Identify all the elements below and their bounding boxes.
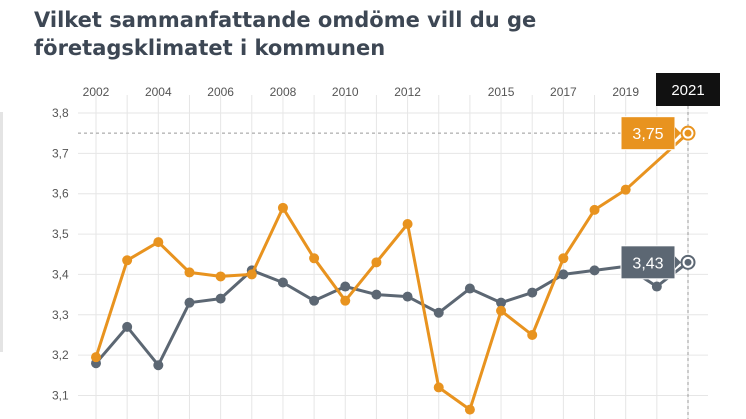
data-point (215, 293, 226, 304)
data-point (277, 202, 288, 213)
y-axis-ticks: 3,1 3,2 3,3 3,4 3,5 3,6 3,7 3,8 (52, 106, 69, 403)
data-point (215, 271, 226, 282)
x-tick-label: 2008 (270, 85, 297, 99)
data-point (371, 257, 382, 268)
data-point (433, 307, 444, 318)
data-point (558, 269, 569, 280)
chart-title: Vilket sammanfattande omdöme vill du ge … (34, 8, 537, 60)
data-point (371, 289, 382, 300)
data-point (433, 382, 444, 393)
series-line (94, 260, 690, 367)
y-tick-label: 3,6 (52, 187, 69, 201)
end-value-pointer (675, 127, 681, 140)
data-point (122, 255, 133, 266)
y-tick-label: 3,7 (52, 146, 69, 160)
data-point (153, 237, 164, 248)
data-point (309, 253, 320, 264)
y-tick-label: 3,5 (52, 227, 69, 241)
end-value-label: 3,75 (632, 126, 663, 143)
data-point (464, 283, 475, 294)
x-axis-ticks: 2002 2004 2006 2008 2010 2012 2015 2017 2019 2021 (83, 73, 720, 106)
x-tick-label: 2012 (394, 85, 421, 99)
end-labels: 3,75 3,43 (620, 116, 681, 280)
data-point-highlight-core (684, 258, 692, 266)
data-point (651, 281, 662, 292)
x-tick-label: 2002 (83, 85, 110, 99)
x-tick-label: 2004 (145, 85, 172, 99)
data-point (340, 281, 351, 292)
y-tick-label: 3,4 (52, 267, 69, 281)
data-point-highlight-core (684, 129, 692, 137)
data-point (402, 291, 413, 302)
data-point (558, 253, 569, 264)
x-tick-label: 2015 (488, 85, 515, 99)
data-point (277, 277, 288, 288)
data-point (620, 184, 631, 195)
x-tick-label: 2006 (207, 85, 234, 99)
left-divider (0, 112, 3, 352)
y-tick-label: 3,1 (52, 389, 69, 403)
end-value-box (620, 245, 676, 280)
end-value-label: 3,43 (632, 255, 663, 272)
highlight-year-box (656, 73, 720, 106)
data-point (91, 352, 101, 363)
end-value-pointer (675, 256, 681, 269)
data-point (309, 295, 320, 306)
data-point (122, 321, 133, 332)
end-value-box (620, 116, 676, 151)
data-point (527, 329, 538, 340)
data-point (153, 360, 164, 371)
data-point (184, 267, 195, 278)
x-tick-label: 2010 (332, 85, 359, 99)
highlight-year-label: 2021 (671, 82, 704, 99)
x-tick-label: 2017 (550, 85, 577, 99)
data-point (527, 287, 538, 298)
data-point (184, 297, 195, 308)
y-tick-label: 3,3 (52, 308, 69, 322)
x-tick-label: 2019 (612, 85, 639, 99)
data-point (589, 204, 600, 215)
y-tick-label: 3,2 (52, 348, 69, 362)
y-tick-label: 3,8 (52, 106, 69, 120)
series (91, 125, 696, 415)
data-point (402, 218, 413, 229)
data-point (496, 305, 507, 316)
data-point (340, 295, 351, 306)
data-point (589, 265, 600, 276)
data-point (496, 297, 507, 308)
data-point (464, 404, 475, 415)
data-point (246, 269, 257, 280)
